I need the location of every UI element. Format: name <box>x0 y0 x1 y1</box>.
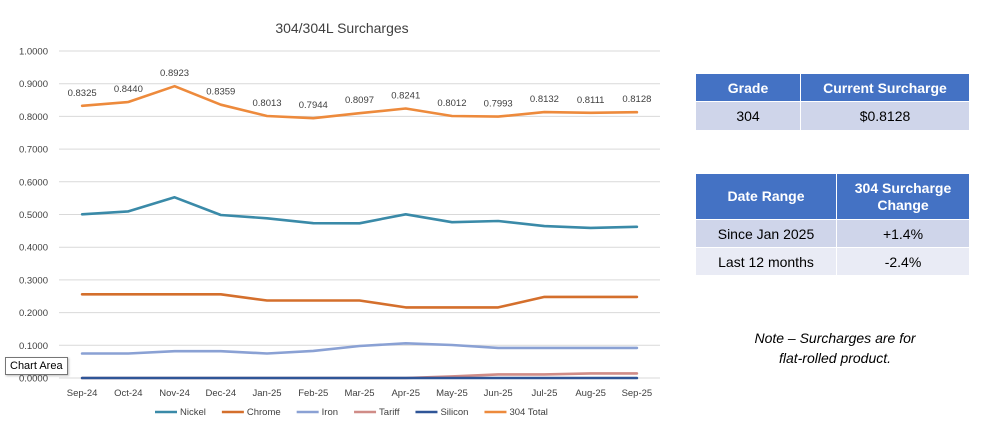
legend-item: Iron <box>296 407 338 418</box>
surcharge-change-table: Date Range 304 Surcharge Change Since Ja… <box>695 173 970 276</box>
legend-item: Chrome <box>221 407 281 418</box>
data-label: 0.8325 <box>68 88 97 99</box>
x-tick-label: Jan-25 <box>253 388 282 399</box>
grade-header: Grade <box>695 73 801 102</box>
series-line-nickel <box>80 196 639 230</box>
y-tick-label: 0.5000 <box>19 210 48 221</box>
x-tick-label: Sep-25 <box>622 388 653 399</box>
note-text: Note – Surcharges are for flat-rolled pr… <box>720 328 950 368</box>
data-label: 0.7993 <box>484 99 513 110</box>
x-tick-label: Aug-25 <box>575 388 606 399</box>
grade-cell: 304 <box>695 101 801 131</box>
x-tick-label: Mar-25 <box>344 388 374 399</box>
y-tick-label: 1.0000 <box>19 47 48 58</box>
x-tick-label: Feb-25 <box>298 388 328 399</box>
x-tick-label: Jul-25 <box>531 388 557 399</box>
surcharge-change-header: 304 Surcharge Change <box>836 173 970 220</box>
change-cell: +1.4% <box>836 219 970 248</box>
x-tick-label: Dec-24 <box>205 388 236 399</box>
grade-table: Grade Current Surcharge 304 $0.8128 <box>695 73 970 131</box>
legend-item: Silicon <box>415 407 468 418</box>
legend-label: 304 Total <box>509 407 547 418</box>
table-row: Since Jan 2025 +1.4% <box>695 219 970 248</box>
current-surcharge-header: Current Surcharge <box>800 73 970 102</box>
y-tick-label: 0.1000 <box>19 341 48 352</box>
data-label: 0.8097 <box>345 95 374 106</box>
table-row: Last 12 months -2.4% <box>695 247 970 276</box>
data-label: 0.7944 <box>299 100 328 111</box>
legend-label: Chrome <box>247 407 281 418</box>
current-surcharge-cell: $0.8128 <box>800 101 970 131</box>
chart-title: 304/304L Surcharges <box>275 20 408 36</box>
y-tick-label: 0.2000 <box>19 308 48 319</box>
y-tick-label: 0.9000 <box>19 79 48 90</box>
data-label: 0.8440 <box>114 84 143 95</box>
y-tick-label: 0.7000 <box>19 145 48 156</box>
change-cell: -2.4% <box>836 247 970 276</box>
y-tick-label: 0.0000 <box>19 374 48 385</box>
note-line-1: Note – Surcharges are for <box>754 330 916 346</box>
x-tick-label: Sep-24 <box>67 388 98 399</box>
table-row: 304 $0.8128 <box>695 101 970 131</box>
data-labels: 0.8325 0.8440 0.8923 0.8359 0.8013 0.7944 0.80… <box>68 68 652 111</box>
gridlines <box>59 50 660 379</box>
x-tick-label: Jun-25 <box>484 388 513 399</box>
series-lines <box>80 84 639 380</box>
date-range-cell: Last 12 months <box>695 247 837 276</box>
data-label: 0.8128 <box>622 94 651 105</box>
y-tick-label: 0.6000 <box>19 177 48 188</box>
x-tick-label: Oct-24 <box>114 388 143 399</box>
data-label: 0.8132 <box>530 94 559 105</box>
data-label: 0.8359 <box>206 87 235 98</box>
legend-label: Nickel <box>180 407 206 418</box>
note-line-2: flat-rolled product. <box>778 350 892 366</box>
date-range-cell: Since Jan 2025 <box>695 219 837 248</box>
date-range-header: Date Range <box>695 173 837 220</box>
legend-item: 304 Total <box>484 407 548 418</box>
legend-label: Iron <box>322 407 338 418</box>
data-label: 0.8241 <box>391 91 420 102</box>
y-tick-label: 0.8000 <box>19 112 48 123</box>
x-tick-label: May-25 <box>436 388 468 399</box>
legend-item: Nickel <box>155 407 206 418</box>
x-axis-tick-labels: Sep-24 Oct-24 Nov-24 Dec-24 Jan-25 Feb-25 Mar-… <box>67 388 652 399</box>
data-label: 0.8012 <box>437 98 466 109</box>
legend-label: Tariff <box>379 407 400 418</box>
data-label: 0.8923 <box>160 68 189 79</box>
series-line-iron <box>80 341 639 355</box>
y-tick-label: 0.3000 <box>19 275 48 286</box>
x-tick-label: Nov-24 <box>159 388 190 399</box>
legend: Nickel Chrome Iron Tariff Silicon 304 Total <box>155 407 548 418</box>
legend-item: Tariff <box>354 407 400 418</box>
x-tick-label: Apr-25 <box>391 388 420 399</box>
y-tick-label: 0.4000 <box>19 243 48 254</box>
series-line-chrome <box>80 292 639 309</box>
y-axis-tick-labels: 0.0000 0.1000 0.2000 0.3000 0.4000 0.5000 0.60… <box>19 47 48 385</box>
data-label: 0.8111 <box>577 95 605 106</box>
line-chart[interactable]: 304/304L Surcharges 0.00000.10000.20000.… <box>0 0 680 433</box>
legend-label: Silicon <box>440 407 468 418</box>
chart-area-tooltip: Chart Area <box>5 357 68 375</box>
data-label: 0.8013 <box>253 98 282 109</box>
series-line-304-total <box>80 84 639 120</box>
